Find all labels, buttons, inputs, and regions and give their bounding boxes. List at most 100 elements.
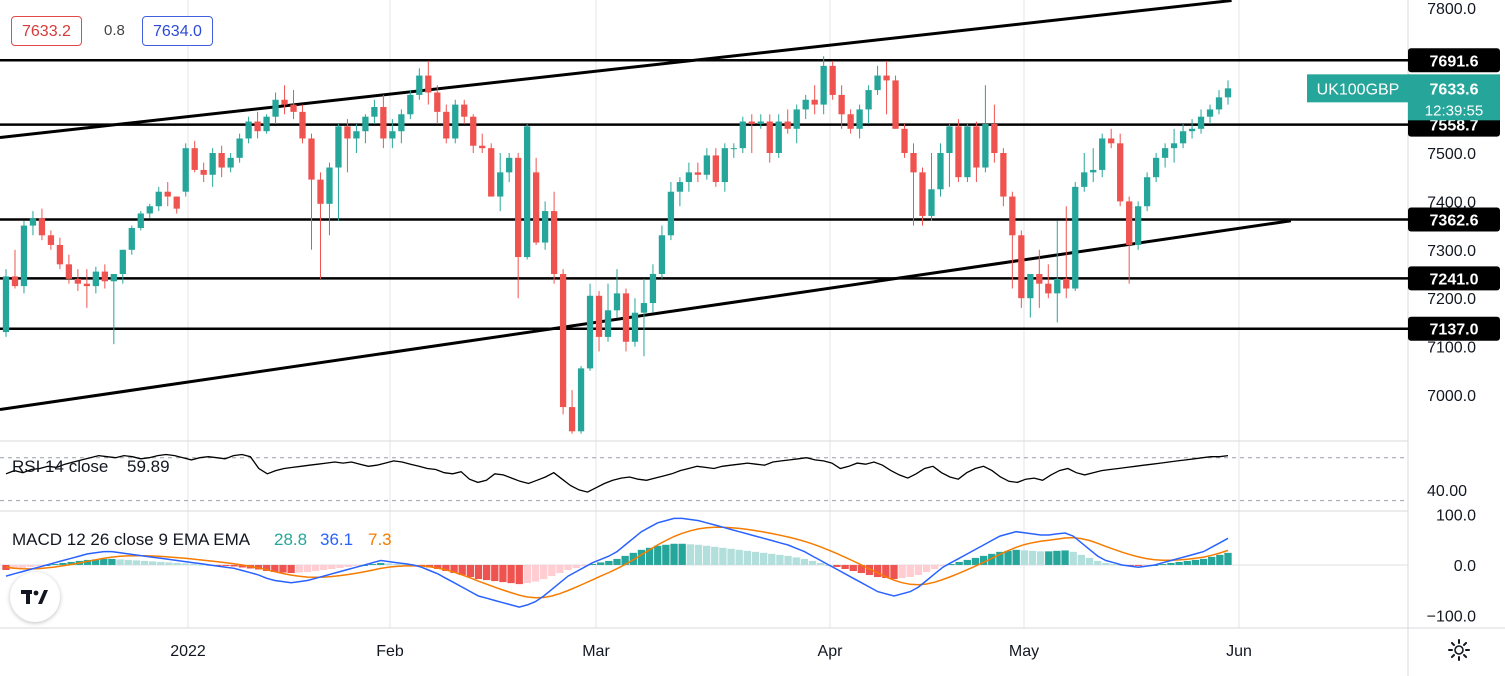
candle-body bbox=[730, 148, 737, 150]
candle-body bbox=[1090, 169, 1097, 173]
macd-histogram-bar bbox=[108, 558, 116, 565]
macd-histogram-bar bbox=[336, 564, 344, 568]
macd-histogram-bar bbox=[1159, 563, 1167, 565]
rsi-line bbox=[5, 453, 1229, 493]
candle-body bbox=[479, 145, 486, 149]
rsi-title: RSI 14 close bbox=[12, 457, 108, 476]
time-tick-label: 2022 bbox=[170, 643, 206, 660]
macd-histogram-bar bbox=[670, 543, 678, 565]
macd-histogram-bar bbox=[263, 564, 271, 572]
macd-histogram-bar bbox=[173, 562, 181, 565]
time-tick-label: Mar bbox=[582, 643, 610, 660]
macd-histogram-bar bbox=[841, 564, 849, 569]
price-tick-label: 7200.0 bbox=[1427, 291, 1476, 308]
macd-histogram-bar bbox=[971, 557, 980, 565]
candle-body bbox=[308, 138, 315, 180]
candle bbox=[766, 114, 773, 163]
settings-gear-icon[interactable] bbox=[1446, 637, 1472, 663]
candle-body bbox=[1081, 172, 1088, 187]
candle bbox=[218, 145, 225, 178]
candle bbox=[730, 143, 737, 158]
candle bbox=[308, 133, 315, 250]
candle-body bbox=[128, 228, 135, 250]
candle-body bbox=[1018, 235, 1025, 299]
macd-histogram-bar bbox=[588, 563, 597, 565]
level-price-tag bbox=[1408, 316, 1500, 341]
macd-histogram-bar bbox=[491, 564, 499, 582]
macd-histogram-bar bbox=[800, 558, 809, 565]
macd-histogram-bar bbox=[955, 561, 963, 565]
candle-body bbox=[1009, 196, 1016, 236]
candle-body bbox=[847, 114, 854, 129]
macd-tick-label: 100.0 bbox=[1436, 508, 1476, 525]
candle-body bbox=[946, 126, 953, 153]
candle bbox=[964, 123, 971, 183]
macd-histogram-bar bbox=[157, 561, 165, 565]
candle-body bbox=[101, 271, 108, 282]
candle bbox=[407, 90, 414, 120]
candle-body bbox=[506, 157, 513, 173]
candle bbox=[65, 254, 73, 284]
macd-histogram-bar bbox=[580, 564, 589, 566]
candle bbox=[1143, 172, 1151, 212]
macd-histogram-bar bbox=[1004, 550, 1012, 565]
candle-body bbox=[1152, 157, 1160, 178]
candle-body bbox=[362, 116, 369, 132]
macd-title: MACD 12 26 close 9 EMA EMA bbox=[12, 530, 251, 549]
macd-histogram-bar bbox=[165, 562, 173, 565]
candle-body bbox=[254, 121, 261, 132]
macd-histogram-bar bbox=[393, 563, 401, 565]
tradingview-logo-icon[interactable] bbox=[10, 572, 60, 622]
macd-histogram-bar bbox=[759, 552, 768, 565]
candle-body bbox=[434, 92, 441, 112]
candle-body bbox=[443, 111, 450, 139]
candle-body bbox=[1170, 143, 1178, 149]
macd-histogram-bar bbox=[377, 562, 385, 565]
macd-histogram-bar bbox=[18, 564, 26, 568]
candle-body bbox=[991, 123, 998, 153]
candle-body bbox=[173, 196, 180, 209]
macd-histogram-bar bbox=[523, 564, 532, 584]
bid-price-box[interactable]: 7633.2 bbox=[11, 16, 82, 46]
macd-histogram-bar bbox=[540, 564, 548, 580]
candle bbox=[479, 133, 486, 153]
candle-body bbox=[1117, 143, 1124, 202]
macd-histogram-bar bbox=[1077, 554, 1086, 565]
candle bbox=[335, 123, 342, 221]
macd-histogram-bar bbox=[784, 555, 792, 565]
candle-body bbox=[811, 99, 818, 105]
candle-body bbox=[748, 121, 755, 124]
candle bbox=[1224, 80, 1232, 105]
candle-body bbox=[344, 126, 351, 139]
candle bbox=[1197, 109, 1205, 134]
candle bbox=[910, 143, 917, 226]
macd-histogram-bar bbox=[499, 564, 507, 583]
candle-body bbox=[416, 75, 423, 95]
candle-body bbox=[290, 104, 297, 112]
candle bbox=[847, 109, 854, 134]
candle-body bbox=[892, 80, 899, 129]
ask-price-box[interactable]: 7634.0 bbox=[142, 16, 213, 46]
candle bbox=[443, 104, 450, 144]
candle bbox=[991, 104, 998, 163]
candle bbox=[326, 162, 333, 236]
macd-histogram-bar bbox=[507, 564, 515, 584]
candle bbox=[344, 119, 351, 173]
candle bbox=[1152, 153, 1160, 183]
time-tick-label: Apr bbox=[818, 643, 844, 660]
candle bbox=[362, 114, 369, 144]
macd-histogram-bar bbox=[686, 544, 694, 565]
macd-histogram-bar bbox=[458, 564, 466, 576]
macd-histogram-bar bbox=[230, 564, 238, 567]
macd-histogram-bar bbox=[556, 564, 564, 574]
candle-body bbox=[676, 182, 684, 192]
candle bbox=[658, 225, 666, 279]
candle-body bbox=[209, 153, 216, 175]
candle-body bbox=[245, 121, 252, 139]
candle bbox=[155, 186, 162, 212]
macd-histogram-bar bbox=[849, 564, 857, 572]
price-tick-label: 7800.0 bbox=[1427, 1, 1476, 18]
candle bbox=[128, 225, 135, 255]
candle-body bbox=[56, 244, 64, 265]
